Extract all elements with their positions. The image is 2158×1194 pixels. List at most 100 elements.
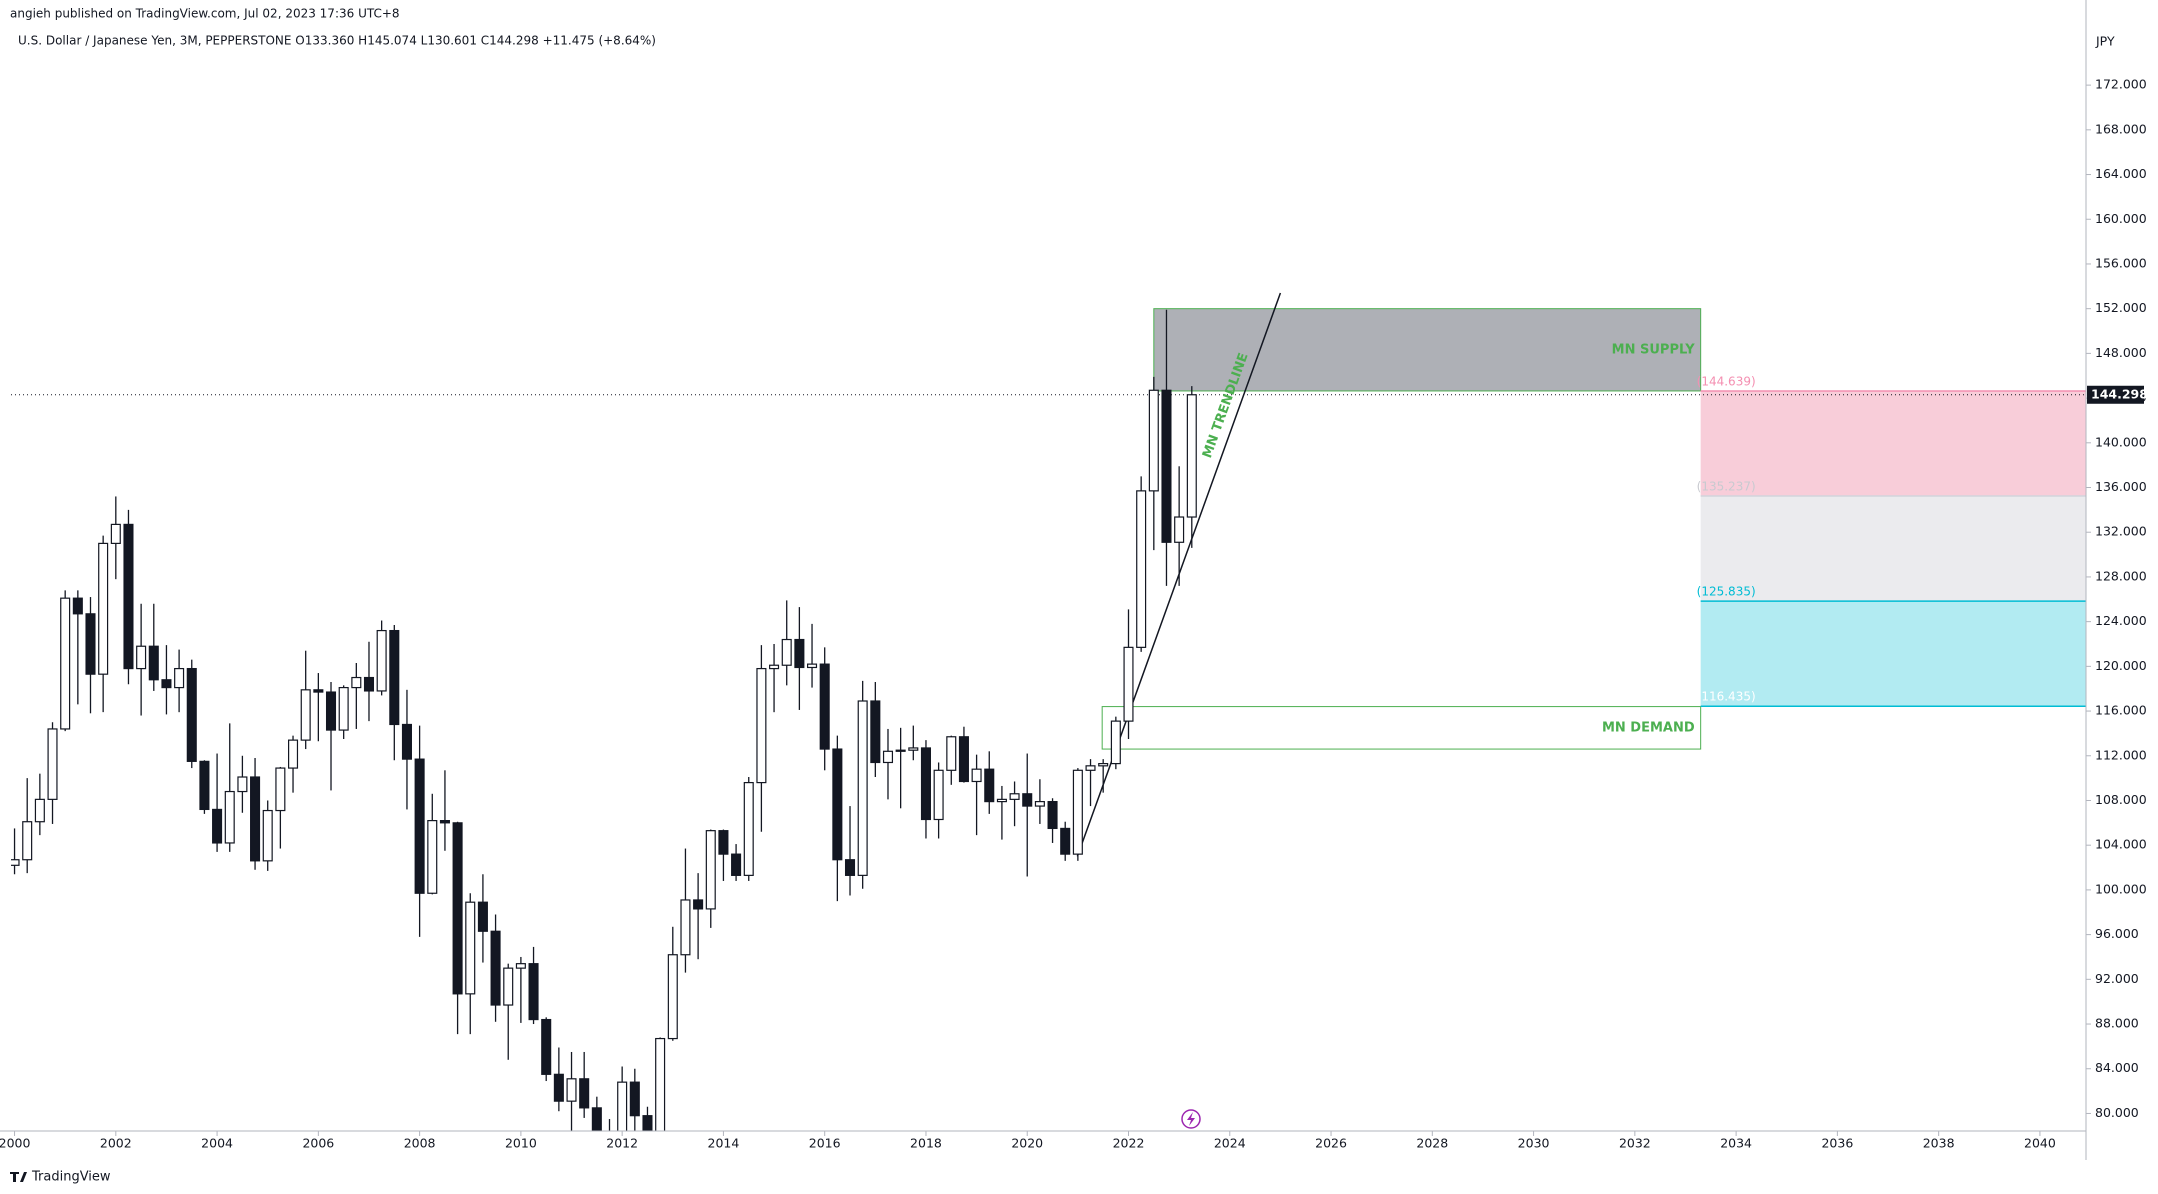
candle-body — [212, 808, 223, 844]
candle-body — [705, 830, 716, 910]
candle-body — [237, 776, 248, 793]
candle-body — [680, 899, 691, 956]
candle-body — [376, 629, 387, 692]
candle-body — [1060, 827, 1071, 855]
candle-body — [1136, 490, 1147, 648]
x-tick-label: 2028 — [1416, 1136, 1448, 1151]
candle-body — [794, 638, 805, 669]
fib-band — [1700, 390, 2086, 497]
x-tick-label: 2008 — [404, 1136, 436, 1151]
candle-body — [1110, 720, 1121, 765]
candle-body — [250, 776, 261, 862]
candle-body — [781, 638, 792, 666]
candle-body — [136, 645, 147, 670]
y-tick-label: 132.000 — [2095, 524, 2147, 539]
x-tick-label: 2002 — [100, 1136, 132, 1151]
x-tick-label: 2012 — [606, 1136, 638, 1151]
candle-body — [60, 597, 71, 730]
y-tick-label: 116.000 — [2095, 703, 2147, 718]
candle-body — [807, 663, 818, 669]
y-tick-label: 140.000 — [2095, 434, 2147, 449]
x-tick-label: 2026 — [1315, 1136, 1347, 1151]
candle-body — [515, 963, 526, 969]
y-tick-label: 100.000 — [2095, 881, 2147, 896]
candle-body — [401, 723, 412, 760]
x-tick-label: 2020 — [1011, 1136, 1043, 1151]
y-tick-label: 80.000 — [2095, 1105, 2139, 1120]
candle-body — [452, 822, 463, 995]
candle-body — [528, 963, 539, 1021]
candle-body — [186, 667, 197, 762]
candle-body — [996, 798, 1007, 803]
candle-body — [123, 523, 134, 670]
candle-body — [591, 1107, 602, 1131]
event-icon — [1181, 1109, 1201, 1129]
axes: 80.000 84.000 88.000 92.000 96.000 100.000 104… — [0, 34, 2148, 1151]
brand: TradingView — [31, 1170, 111, 1185]
candle-body — [174, 667, 185, 689]
last-price-box — [2087, 385, 2144, 404]
y-tick-label: 156.000 — [2095, 255, 2147, 270]
candle-body — [553, 1073, 564, 1102]
candle-body — [1174, 516, 1185, 543]
y-tick-label: 136.000 — [2095, 479, 2147, 494]
candle-body — [769, 664, 780, 670]
candle-body — [1161, 389, 1172, 543]
y-tick-label: 96.000 — [2095, 926, 2139, 941]
candle-body — [655, 1037, 666, 1131]
candle-body — [11, 859, 20, 866]
zone-label: MN DEMAND — [1602, 720, 1695, 735]
candle-body — [844, 859, 856, 876]
x-tick-label: 2036 — [1821, 1136, 1853, 1151]
candle-body — [629, 1081, 640, 1117]
x-tick-label: 2014 — [708, 1136, 740, 1151]
candle-body — [642, 1115, 653, 1131]
candle-body — [1047, 800, 1058, 830]
y-tick-label: 120.000 — [2095, 658, 2147, 673]
candle-body — [1098, 762, 1109, 767]
candle-body — [920, 747, 931, 821]
candle-body — [971, 768, 982, 783]
candle-body — [832, 748, 843, 861]
x-tick-label: 2022 — [1113, 1136, 1145, 1151]
candle-body — [34, 798, 45, 823]
fib-label: (125.835) — [1697, 585, 1756, 599]
candle-body — [288, 739, 299, 769]
y-tick-label: 148.000 — [2095, 345, 2147, 360]
fib-label: (116.435) — [1697, 690, 1756, 704]
candle-body — [300, 689, 311, 741]
fib-label: (144.639) — [1697, 374, 1756, 388]
candle-body — [313, 689, 324, 693]
candle-body — [667, 954, 678, 1040]
y-tick-label: 172.000 — [2095, 77, 2147, 92]
candle-body — [870, 700, 881, 764]
candle-body — [566, 1078, 577, 1102]
symbol-line: U.S. Dollar / Japanese Yen, 3M, PEPPERST… — [18, 34, 656, 48]
candle-body — [693, 899, 704, 910]
fib-band — [1700, 601, 2086, 707]
candle-body — [1034, 800, 1045, 807]
brand-logo — [10, 1172, 27, 1182]
candle-body — [490, 930, 501, 1006]
candle-body — [1148, 389, 1159, 492]
candle-body — [22, 821, 33, 861]
candle-body — [477, 901, 488, 932]
x-tick-label: 2004 — [201, 1136, 233, 1151]
last-price-label: 144.298 — [2091, 386, 2148, 401]
candle-body — [325, 691, 337, 731]
y-tick-label: 104.000 — [2095, 837, 2147, 852]
candle-body — [882, 750, 894, 764]
candle-body — [110, 523, 121, 544]
candle-body — [414, 758, 425, 894]
candle-body — [465, 901, 476, 995]
candle-body — [338, 686, 349, 731]
y-tick-label: 160.000 — [2095, 211, 2147, 226]
candle-body — [933, 769, 944, 821]
candle-body — [1022, 793, 1033, 807]
fib-band — [1700, 496, 2086, 602]
candle-body — [389, 629, 400, 726]
y-tick-label: 168.000 — [2095, 121, 2147, 136]
candle-body — [161, 679, 172, 689]
